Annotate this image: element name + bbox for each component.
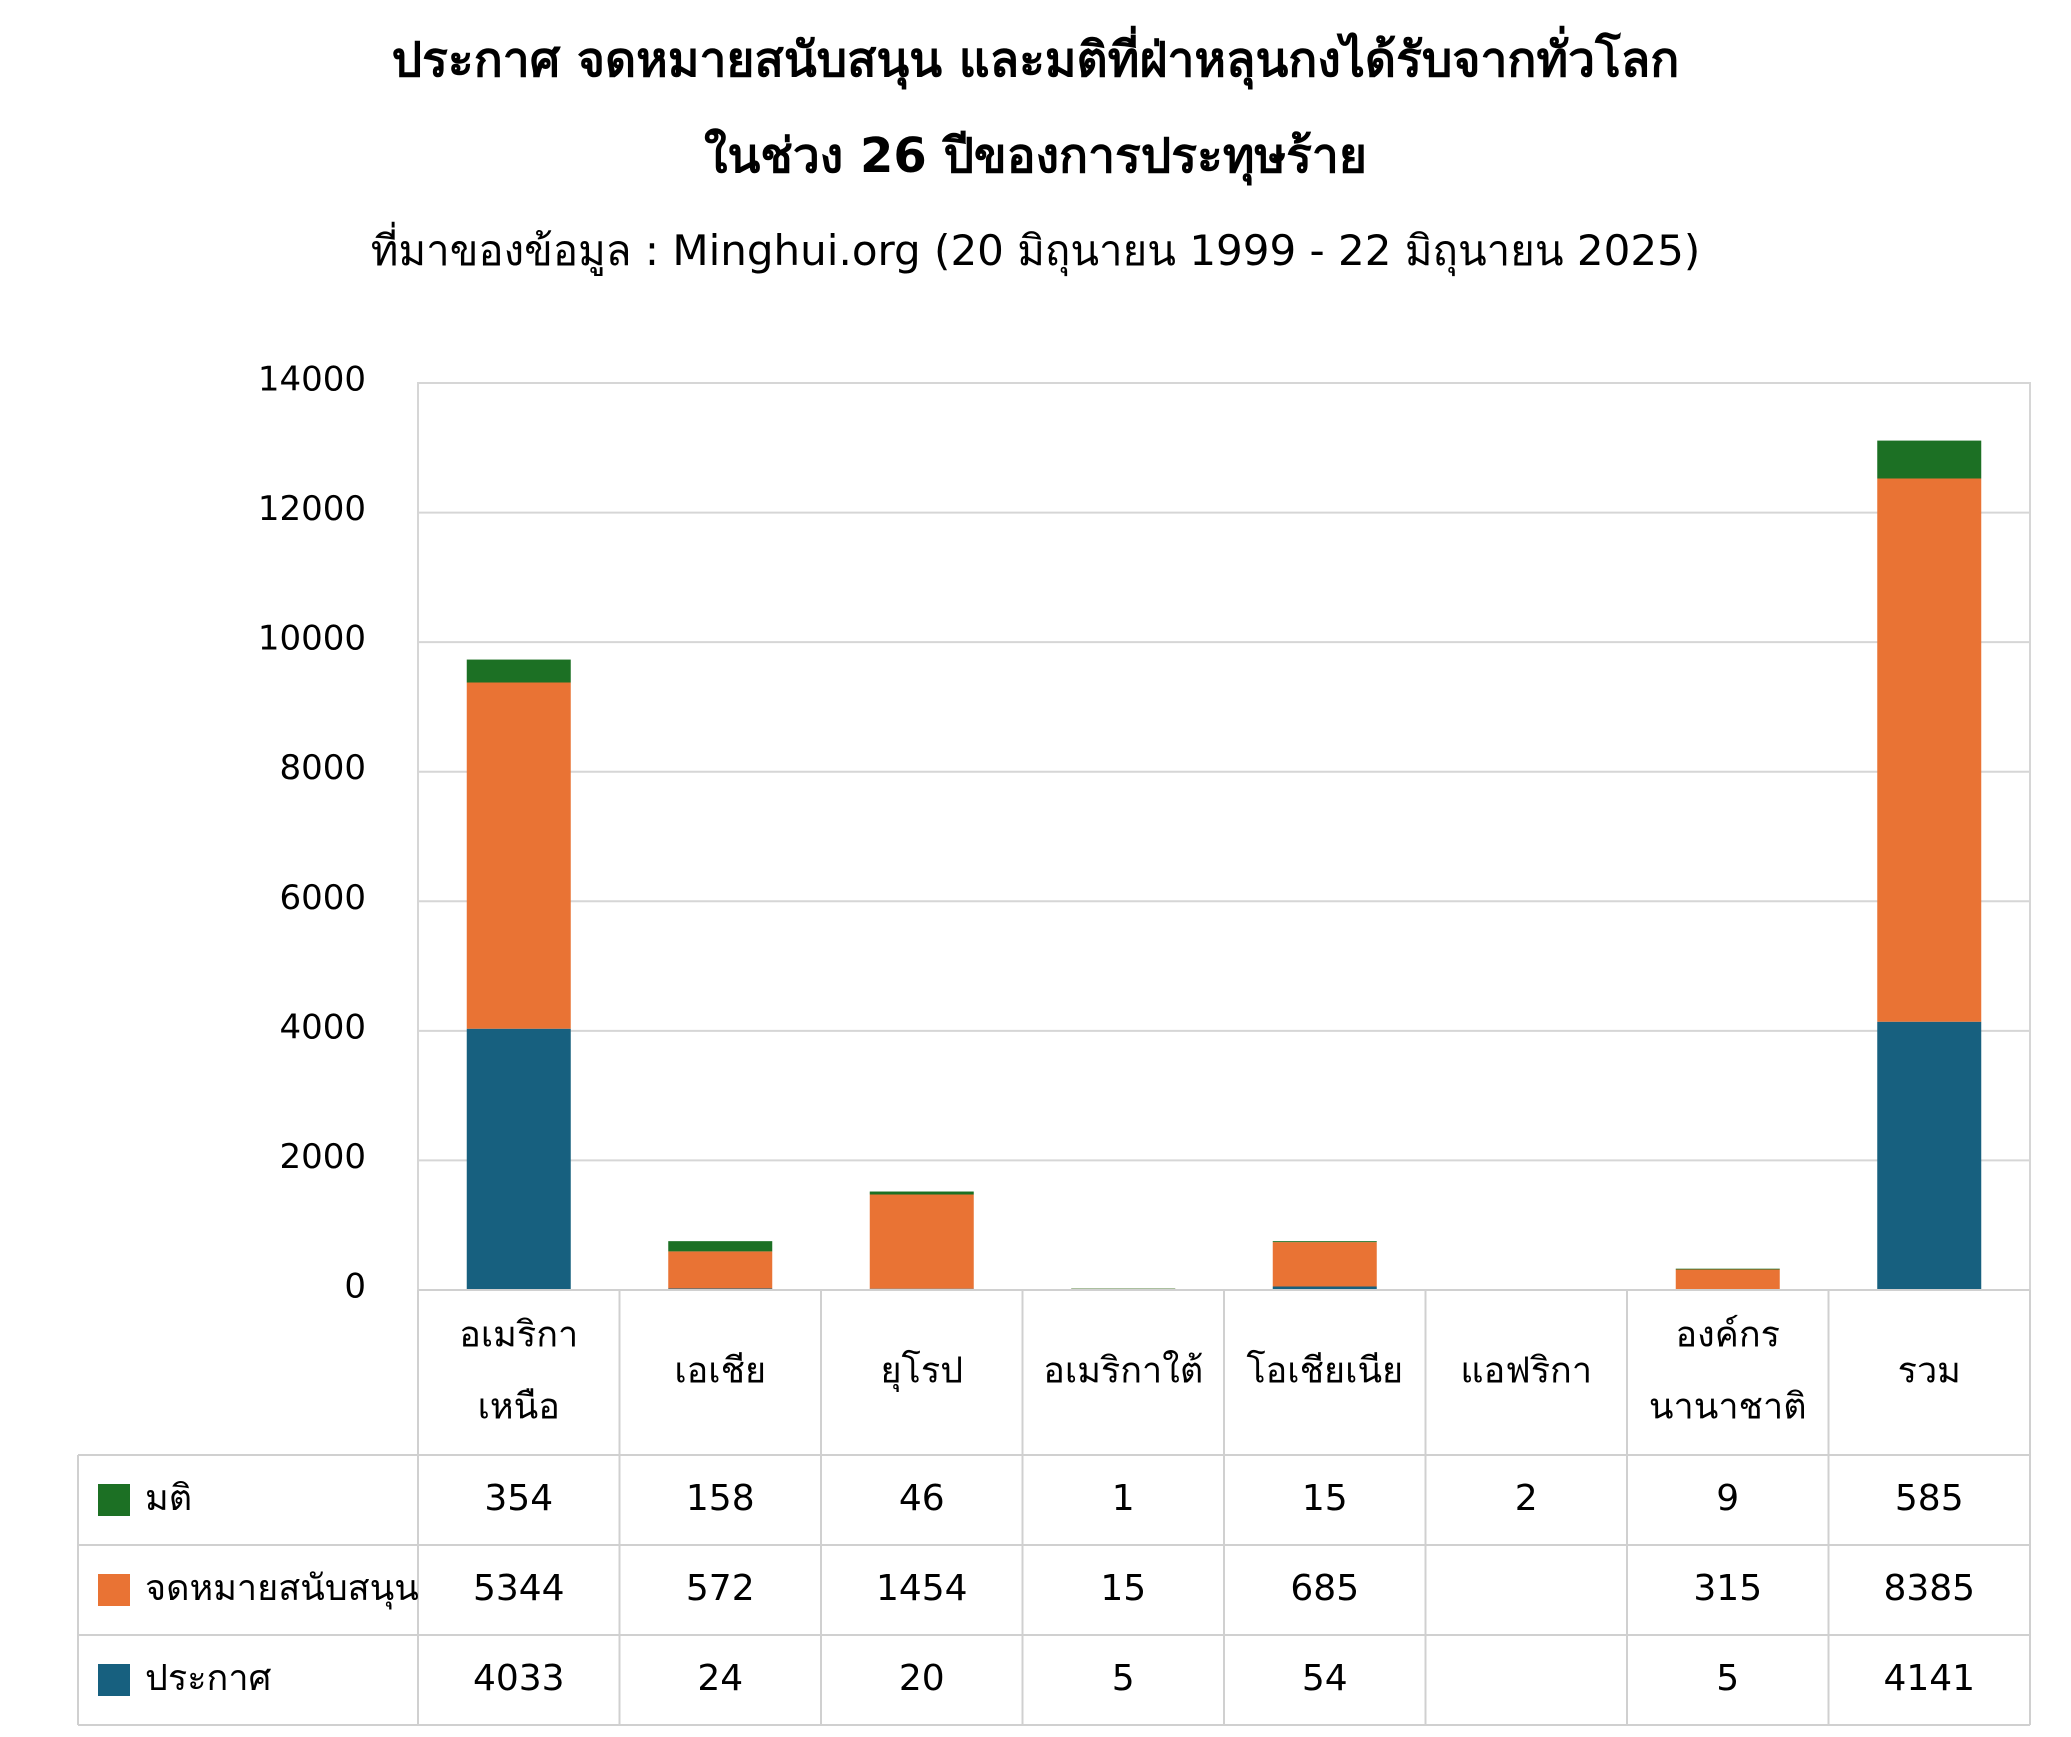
category-label: โอเชียเนีย: [1246, 1350, 1403, 1392]
y-tick-label: 4000: [279, 1007, 366, 1047]
category-label: รวม: [1898, 1351, 1961, 1392]
data-label: 20: [899, 1658, 945, 1699]
category-label: องค์กร: [1676, 1315, 1780, 1356]
data-label: 685: [1290, 1568, 1359, 1609]
bar-segment: [1877, 1021, 1982, 1290]
y-tick-label: 2000: [279, 1137, 366, 1177]
bar-segment: [668, 1251, 773, 1289]
data-label: 5: [1716, 1658, 1739, 1699]
y-tick-label: 12000: [258, 489, 366, 529]
category-label: เอเชีย: [674, 1351, 766, 1392]
data-label: 54: [1302, 1658, 1348, 1699]
bar-segment: [1877, 478, 1982, 1022]
legend-label: จดหมายสนับสนุน: [145, 1568, 419, 1610]
data-label: 15: [1302, 1478, 1348, 1519]
data-label: 8385: [1883, 1568, 1975, 1609]
bar-segment: [869, 1194, 974, 1289]
data-label: 5: [1112, 1658, 1135, 1699]
data-label: 46: [899, 1478, 945, 1519]
bar-segment: [1272, 1242, 1377, 1287]
chart-title: ประกาศ จดหมายสนับสนุน และมติที่ฝ่าหลุนกง…: [391, 32, 1680, 88]
category-label: อเมริกาใต้: [1043, 1350, 1203, 1392]
bar-segment: [1272, 1286, 1377, 1290]
bar-segment: [1877, 440, 1982, 479]
bar-segment: [668, 1241, 773, 1252]
data-label: 9: [1716, 1478, 1739, 1519]
bar-segment: [869, 1191, 974, 1195]
legend-key: [98, 1484, 130, 1516]
category-label: นานาชาติ: [1649, 1387, 1807, 1428]
y-tick-label: 8000: [279, 748, 366, 788]
data-label: 354: [484, 1478, 553, 1519]
legend-label: มติ: [145, 1478, 192, 1519]
bar-segment: [466, 1028, 571, 1290]
legend-label: ประกาศ: [145, 1658, 272, 1699]
plot-area-border: [417, 382, 2031, 1291]
chart-title-line2: ในช่วง 26 ปีของการประทุษร้าย: [704, 128, 1367, 184]
bar-segment: [466, 659, 571, 683]
y-tick-label: 14000: [258, 360, 366, 400]
data-label: 15: [1100, 1568, 1146, 1609]
data-label: 585: [1895, 1478, 1964, 1519]
data-label: 1: [1112, 1478, 1135, 1519]
data-label: 572: [686, 1568, 755, 1609]
legend-key: [98, 1574, 130, 1606]
category-label: อเมริกา: [459, 1315, 578, 1356]
y-tick-label: 10000: [258, 619, 366, 659]
data-label: 24: [697, 1658, 743, 1699]
data-label: 4141: [1883, 1658, 1975, 1699]
data-label: 315: [1693, 1568, 1762, 1609]
category-label: เหนือ: [478, 1387, 560, 1428]
y-tick-label: 6000: [279, 878, 366, 918]
bar-segment: [1675, 1269, 1780, 1290]
data-label: 2: [1515, 1478, 1538, 1519]
data-label: 158: [686, 1478, 755, 1519]
y-tick-label: 0: [344, 1267, 366, 1307]
bar-segment: [466, 682, 571, 1029]
category-label: ยุโรป: [880, 1350, 963, 1393]
data-label: 1454: [876, 1568, 968, 1609]
category-label: แอฟริกา: [1460, 1351, 1592, 1392]
data-label: 4033: [473, 1658, 565, 1699]
legend-key: [98, 1664, 130, 1696]
bar-segment: [1675, 1268, 1780, 1270]
bar-segment: [1272, 1241, 1377, 1243]
chart-subtitle: ที่มาของข้อมูล : Minghui.org (20 มิถุนาย…: [370, 226, 1701, 275]
data-label: 5344: [473, 1568, 565, 1609]
